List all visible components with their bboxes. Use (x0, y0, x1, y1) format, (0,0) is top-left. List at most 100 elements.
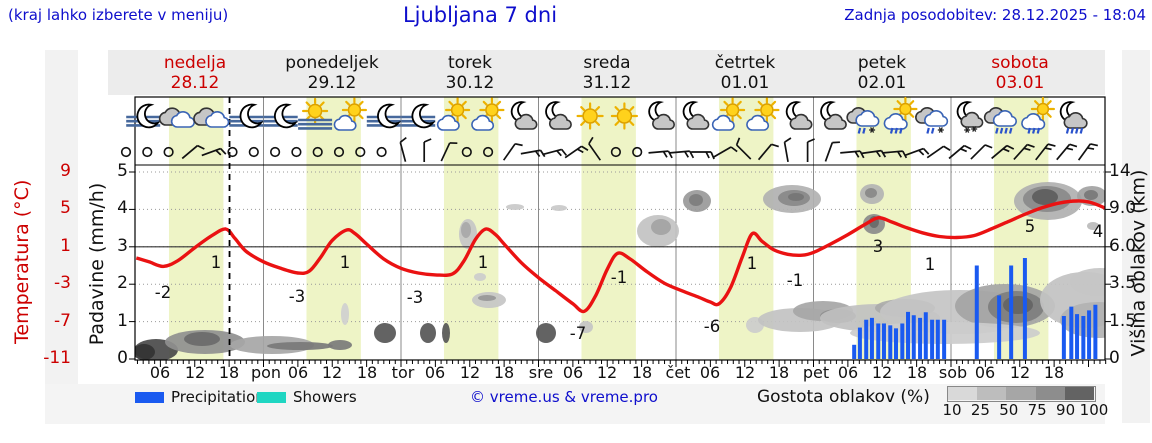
wind-symbol (270, 146, 281, 158)
svg-text:-1: -1 (611, 268, 627, 287)
time-tick: 06 (974, 363, 996, 382)
day-abbr: čet (665, 363, 691, 382)
cloud-shade-step (1064, 387, 1094, 400)
wind-symbol (142, 146, 153, 158)
right-margin-strip (1122, 50, 1150, 423)
wind-symbol (632, 146, 643, 158)
weather-icon (1059, 101, 1088, 134)
time-tick: 18 (218, 363, 240, 382)
wind-symbol (882, 150, 908, 159)
time-tick: 06 (562, 363, 584, 382)
time-tick: 18 (1043, 363, 1065, 382)
wind-symbol (588, 136, 602, 161)
svg-text:1: 1 (211, 253, 222, 272)
wind-symbol (201, 147, 227, 157)
wind-symbol (440, 142, 458, 162)
weather-icon (711, 97, 746, 131)
svg-text:1: 1 (478, 253, 489, 272)
wind-symbol (423, 138, 432, 162)
day-header-sreda: sreda 31.12 (582, 53, 632, 93)
wind-symbol (248, 146, 259, 158)
day-header-četrtek: četrtek 01.01 (714, 53, 776, 93)
time-tick: 18 (768, 363, 790, 382)
day-abbr: sre (528, 363, 554, 382)
cloud-shade-step (1035, 387, 1065, 400)
cloud-level-label: 25 (970, 401, 990, 419)
page-title: Ljubljana 7 dni (402, 3, 558, 27)
cloud-shade-step (1006, 387, 1036, 400)
wind-symbol (840, 150, 865, 159)
wind-symbol (948, 144, 972, 160)
temp-tick: 1 (60, 236, 71, 256)
wind-symbol (291, 146, 302, 158)
day-header-ponedeljek: ponedeljek 29.12 (285, 53, 379, 93)
day-header-nedelja: nedelja 28.12 (163, 53, 227, 93)
weather-icon (746, 97, 780, 131)
location-hint[interactable]: (kraj lahko izberete v meniju) (8, 6, 229, 24)
weather-icon (785, 101, 813, 130)
weather-icon (471, 97, 505, 131)
cloud-height-tick: 3.5 (1109, 273, 1137, 293)
left-margin-strip (45, 50, 78, 423)
wind-symbol (1077, 143, 1098, 161)
wind-symbol (926, 145, 951, 159)
wind-symbol (520, 149, 546, 158)
time-tick: 18 (493, 363, 515, 382)
weather-icon (915, 107, 949, 134)
weather-icon (883, 96, 918, 134)
wind-symbol (806, 138, 815, 162)
wind-symbol (1056, 143, 1078, 161)
plot-frame (129, 96, 1111, 367)
wind-symbol (483, 146, 494, 158)
weather-icon-row (126, 96, 1088, 134)
svg-text:-3: -3 (407, 288, 423, 307)
temp-tick: -11 (43, 348, 71, 368)
time-tick: 06 (699, 363, 721, 382)
weather-icon (436, 97, 471, 131)
cloud-height-tick: 1.5 (1109, 311, 1137, 331)
weather-icon (545, 101, 572, 130)
cloud-shade-step (977, 387, 1007, 400)
cloud-shade-step (948, 387, 978, 400)
cloud-gradient-border (947, 386, 1096, 402)
wind-symbol (861, 149, 887, 158)
svg-text:-7: -7 (570, 324, 586, 343)
weather-icon (193, 107, 230, 128)
wind-symbol (669, 150, 695, 159)
day-header-band (108, 50, 1105, 95)
day-abbr: pet (802, 363, 830, 382)
time-tick: 12 (459, 363, 481, 382)
precip-tick: 3 (117, 236, 128, 256)
weather-icon (229, 103, 264, 129)
time-tick: 18 (356, 363, 378, 382)
weather-icon (648, 101, 675, 130)
day-header-petek: petek 02.01 (857, 53, 907, 93)
wind-symbol (399, 136, 407, 162)
temp-tick: 9 (60, 161, 71, 181)
showers-legend-label: Showers (293, 388, 357, 406)
precipitation-legend-label: Precipitation (171, 388, 265, 406)
weather-icon (510, 101, 538, 130)
time-tick: 18 (631, 363, 653, 382)
precip-tick: 0 (117, 348, 128, 368)
cloud-density-label: Gostota oblakov (%) (757, 387, 930, 407)
wind-symbol (904, 147, 930, 157)
precip-axis-title: Padavine (mm/h) (86, 182, 108, 346)
showers-swatch (257, 392, 286, 403)
time-tick: 12 (596, 363, 618, 382)
wind-symbol (610, 146, 622, 158)
precipitation-bars (852, 258, 1098, 359)
wind-symbol (502, 142, 523, 161)
time-tick: 06 (149, 363, 171, 382)
svg-text:1: 1 (747, 254, 758, 273)
wind-symbol (691, 151, 715, 160)
time-tick: 06 (287, 363, 309, 382)
wind-symbol (333, 146, 345, 158)
cloud-height-tick: 9.0 (1109, 198, 1137, 218)
last-update: Zadnja posodobitev: 28.12.2025 - 18:04 (844, 6, 1146, 24)
wind-symbol (564, 145, 589, 159)
svg-text:-2: -2 (155, 283, 171, 302)
svg-text:1: 1 (925, 255, 936, 274)
weather-icon (158, 107, 195, 128)
credit-link[interactable]: © vreme.us & vreme.pro (470, 388, 658, 406)
